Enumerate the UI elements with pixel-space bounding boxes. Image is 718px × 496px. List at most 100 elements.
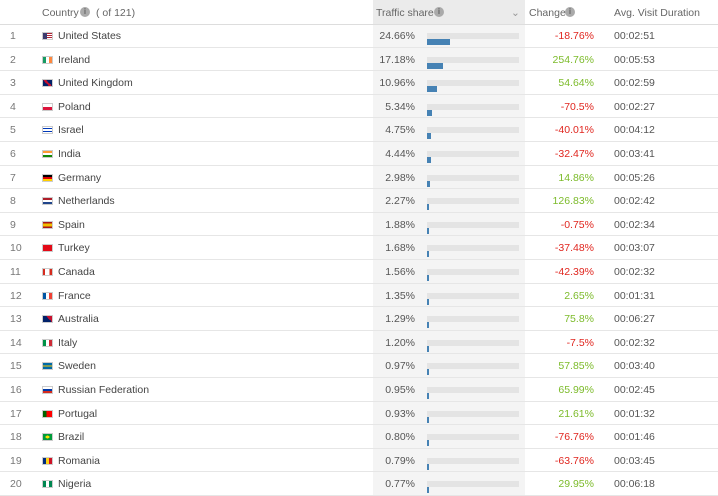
country-name: Canada [58, 266, 95, 278]
rank: 20 [10, 478, 22, 491]
share-bar-track [427, 221, 519, 234]
table-row[interactable]: 13 Australia 1.29% 75.8% 00:06:27 [0, 307, 718, 331]
table-row[interactable]: 19 Romania 0.79% -63.76% 00:03:45 [0, 449, 718, 473]
change: -70.5% [560, 100, 594, 113]
table-row[interactable]: 11 Canada 1.56% -42.39% 00:02:32 [0, 260, 718, 284]
change: 14.86% [558, 171, 594, 184]
rank: 18 [10, 431, 22, 444]
traffic-share: 0.79% [385, 454, 415, 467]
table-row[interactable]: 14 Italy 1.20% -7.5% 00:02:32 [0, 331, 718, 355]
visit-duration: 00:02:32 [614, 266, 655, 278]
traffic-share-header[interactable]: Traffic share [376, 7, 434, 19]
country-name: United Kingdom [58, 77, 133, 90]
share-bar-track [427, 80, 519, 93]
flag-icon [42, 338, 53, 347]
change: 2.65% [564, 289, 594, 302]
sort-chevron[interactable]: ⌄ [511, 7, 520, 19]
country-name: Poland [58, 100, 91, 113]
table-row[interactable]: 6 India 4.44% -32.47% 00:03:41 [0, 142, 718, 166]
table-row[interactable]: 5 Israel 4.75% -40.01% 00:04:12 [0, 118, 718, 142]
share-bar-track [427, 151, 519, 163]
table-row[interactable]: 4 Poland 5.34% -70.5% 00:02:27 [0, 95, 718, 119]
table-row[interactable]: 2 Ireland 17.18% 254.76% 00:05:53 [0, 48, 718, 72]
visit-duration: 00:05:53 [614, 53, 655, 66]
flag-icon [42, 150, 53, 158]
flag-icon [42, 126, 53, 135]
table-row[interactable]: 12 France 1.35% 2.65% 00:01:31 [0, 284, 718, 308]
rank: 6 [10, 148, 16, 160]
country-name: Ireland [58, 53, 91, 66]
change: -63.76% [554, 454, 594, 467]
rank: 16 [10, 384, 22, 396]
rank: 8 [10, 195, 16, 208]
flag-icon [42, 315, 53, 324]
country-name: Russian Federation [58, 384, 150, 396]
visit-duration: 00:05:26 [614, 171, 655, 184]
visit-duration: 00:02:42 [614, 195, 655, 208]
visit-duration: 00:02:34 [614, 218, 655, 231]
visit-duration: 00:03:40 [614, 360, 655, 373]
visit-duration: 00:02:45 [614, 384, 655, 396]
change: -42.39% [554, 266, 594, 278]
visit-duration: 00:02:59 [614, 77, 655, 90]
table-row[interactable]: 10 Turkey 1.68% -37.48% 00:03:07 [0, 236, 718, 260]
rank: 17 [10, 407, 22, 420]
info-icon[interactable]: i [565, 7, 575, 17]
country-name: Australia [58, 313, 99, 326]
table-row[interactable]: 18 Brazil 0.80% -76.76% 00:01:46 [0, 425, 718, 449]
change: 57.85% [558, 360, 594, 373]
rank: 11 [10, 266, 21, 278]
visit-duration: 00:02:51 [614, 30, 655, 42]
country-name: Sweden [58, 360, 96, 373]
change: 21.61% [558, 407, 594, 420]
change-header[interactable]: Change [529, 7, 566, 19]
flag-icon [42, 244, 53, 253]
flag-icon [42, 79, 53, 88]
visit-duration: 00:03:45 [614, 454, 655, 467]
traffic-share: 5.34% [385, 100, 415, 113]
country-name: Brazil [58, 431, 85, 444]
table-row[interactable]: 17 Portugal 0.93% 21.61% 00:01:32 [0, 402, 718, 426]
table-row[interactable]: 20 Nigeria 0.77% 29.95% 00:06:18 [0, 472, 718, 496]
share-bar-track [427, 269, 519, 281]
info-icon[interactable]: i [434, 7, 444, 17]
change: -37.48% [554, 242, 594, 255]
table-row[interactable]: 1 United States 24.66% -18.76% 00:02:51 [0, 24, 718, 48]
traffic-share: 1.29% [385, 313, 415, 326]
duration-header[interactable]: Avg. Visit Duration [614, 7, 700, 19]
change: 54.64% [558, 77, 594, 90]
share-bar [427, 416, 429, 423]
flag-icon [42, 268, 53, 276]
info-icon[interactable]: i [80, 7, 90, 17]
country-header[interactable]: Country [42, 7, 79, 19]
share-bar-track [427, 434, 519, 447]
country-name: Israel [58, 124, 84, 137]
rank: 9 [10, 218, 16, 231]
share-bar-track [427, 363, 519, 376]
traffic-share: 17.18% [379, 53, 415, 66]
traffic-share: 1.68% [385, 242, 415, 255]
table-row[interactable]: 16 Russian Federation 0.95% 65.99% 00:02:45 [0, 378, 718, 402]
share-bar [427, 227, 429, 234]
country-name: Netherlands [58, 195, 115, 208]
change: 29.95% [558, 478, 594, 491]
table-row[interactable]: 8 Netherlands 2.27% 126.83% 00:02:42 [0, 189, 718, 213]
table-row[interactable]: 7 Germany 2.98% 14.86% 00:05:26 [0, 166, 718, 190]
rank: 4 [10, 100, 16, 113]
table-row[interactable]: 15 Sweden 0.97% 57.85% 00:03:40 [0, 354, 718, 378]
change: -18.76% [554, 30, 594, 42]
share-bar [427, 322, 429, 329]
traffic-share: 2.98% [385, 171, 415, 184]
traffic-share: 2.27% [385, 195, 415, 208]
visit-duration: 00:03:07 [614, 242, 655, 255]
traffic-share: 24.66% [379, 30, 415, 42]
share-bar-track [427, 387, 519, 399]
share-bar [427, 440, 429, 447]
table-row[interactable]: 3 United Kingdom 10.96% 54.64% 00:02:59 [0, 71, 718, 95]
traffic-share: 1.20% [385, 336, 415, 349]
rank: 12 [10, 289, 22, 302]
table-row[interactable]: 9 Spain 1.88% -0.75% 00:02:34 [0, 213, 718, 237]
change: -7.5% [566, 336, 594, 349]
traffic-share: 0.80% [385, 431, 415, 444]
country-name: Turkey [58, 242, 90, 255]
